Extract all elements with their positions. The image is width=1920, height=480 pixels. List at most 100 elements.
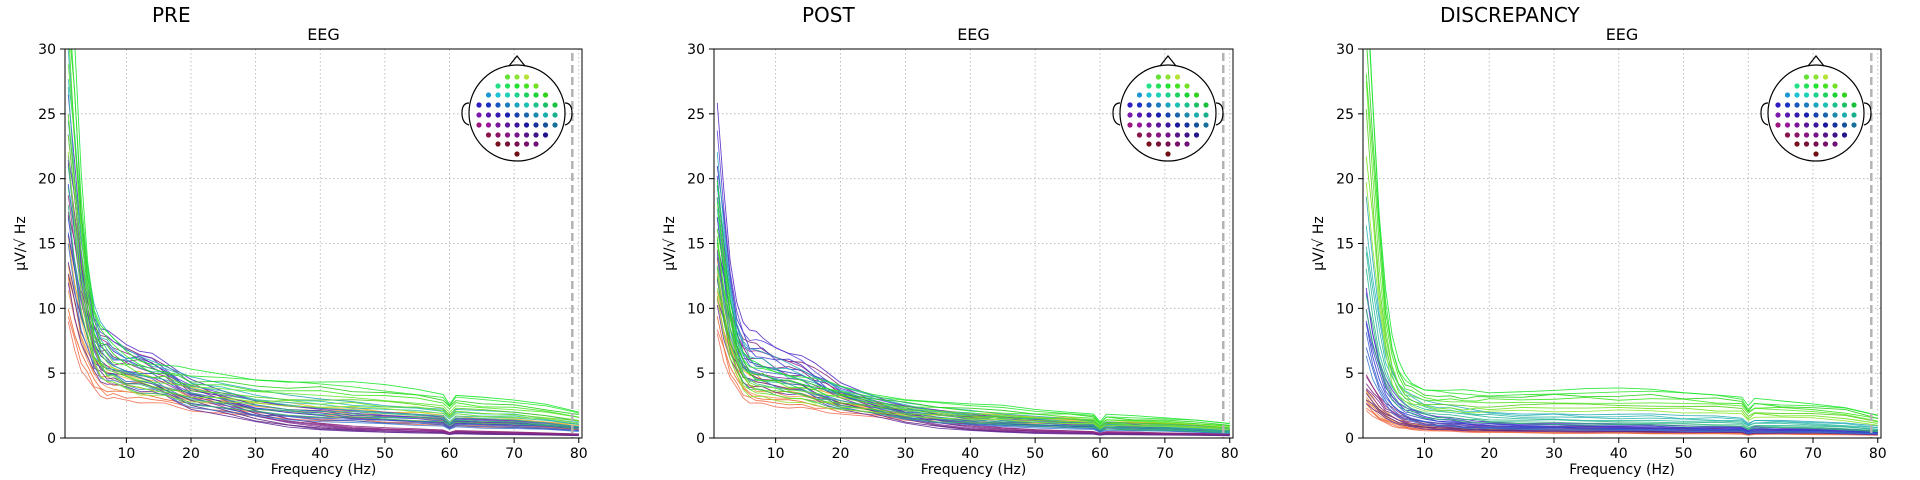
- sensor-dot: [1841, 92, 1848, 98]
- sensor-dot: [1136, 112, 1143, 118]
- nose-outline: [1159, 55, 1177, 67]
- series-line-teal: [1365, 225, 1878, 429]
- sensor-dot: [1127, 112, 1133, 118]
- sensor-topomap-inset: [461, 55, 573, 162]
- y-tick-label: 20: [38, 172, 56, 188]
- left-ear-outline: [1760, 102, 1769, 126]
- chart-panel-pre: PRE EEG 10 20 30 40 50 60 70 80 0 5 10 15 20 25 30 Freque…: [13, 3, 588, 478]
- x-tick-label: 60: [1739, 446, 1757, 462]
- x-tick-label: 70: [505, 446, 523, 462]
- panel-title: PRE: [152, 3, 191, 27]
- series-line-green: [716, 236, 1230, 427]
- x-axis-label: Frequency (Hz): [271, 462, 377, 478]
- sensor-dot: [1851, 112, 1857, 118]
- sensor-dot: [495, 83, 501, 89]
- series-line-green: [74, 49, 579, 413]
- series-lines: [1365, 49, 1878, 436]
- sensor-dot: [1832, 112, 1838, 118]
- sensor-dot: [1174, 74, 1181, 80]
- series-line-green: [1369, 49, 1878, 416]
- sensor-dot: [1174, 141, 1181, 147]
- sensor-dot: [1813, 74, 1819, 80]
- sensor-dot: [533, 122, 539, 128]
- sensor-dot: [1794, 122, 1800, 128]
- sensor-dot: [504, 92, 511, 98]
- y-tick-label: 10: [38, 301, 56, 317]
- sensor-dot: [1146, 132, 1152, 138]
- y-tick-label: 15: [687, 237, 705, 253]
- sensor-dot: [1165, 112, 1171, 118]
- sensor-dot: [1813, 83, 1819, 89]
- sensor-dot: [1146, 102, 1152, 108]
- sensor-dot: [1832, 92, 1838, 98]
- axes-title: EEG: [1606, 25, 1639, 44]
- sensor-dot: [1841, 112, 1848, 118]
- y-tick-label: 30: [1336, 42, 1354, 58]
- series-lines: [67, 49, 579, 437]
- series-line-blue: [1365, 292, 1878, 432]
- sensor-dot: [1146, 122, 1152, 128]
- y-tick-label: 15: [1336, 237, 1354, 253]
- y-tick-label: 5: [47, 366, 56, 382]
- x-tick-label: 30: [247, 446, 265, 462]
- y-tick-label: 25: [1336, 107, 1354, 123]
- sensor-dot: [523, 102, 530, 108]
- series-line-orange: [716, 291, 1230, 431]
- y-tick-label: 10: [1336, 301, 1354, 317]
- x-tick-label: 50: [1026, 446, 1044, 462]
- chart-panel-discrepancy: DISCREPANCY EEG 10 20 30 40 50 60 70 80 0 5 10 15 20 25…: [1311, 3, 1887, 478]
- sensor-dot: [552, 122, 558, 128]
- y-tick-label: 0: [696, 431, 705, 447]
- sensor-dot: [533, 83, 539, 89]
- sensor-dot: [1165, 74, 1171, 80]
- sensor-dot: [1155, 122, 1162, 128]
- sensor-dot: [1203, 122, 1209, 128]
- sensor-dot: [1794, 102, 1800, 108]
- series-line-teal: [716, 265, 1230, 432]
- sensor-dot: [1165, 102, 1171, 108]
- sensor-dot: [542, 92, 549, 98]
- sensor-dot: [1822, 92, 1829, 98]
- sensor-dot: [552, 112, 558, 118]
- series-line-green: [70, 49, 579, 415]
- series-line-teal: [716, 239, 1230, 432]
- sensor-dot: [1174, 102, 1181, 108]
- series-line-green: [716, 201, 1230, 424]
- panel-title: POST: [802, 3, 855, 27]
- sensor-dot: [533, 112, 539, 118]
- sensor-dot: [495, 122, 501, 128]
- sensor-dot: [1822, 112, 1829, 118]
- y-tick-label: 15: [38, 237, 56, 253]
- sensor-dot: [542, 132, 549, 138]
- x-tick-label: 50: [376, 446, 394, 462]
- series-line-blue: [67, 232, 579, 431]
- sensor-dot: [1203, 102, 1209, 108]
- y-axis-label: µV/√ Hz: [662, 216, 678, 270]
- sensor-dot: [485, 102, 492, 108]
- x-tick-label: 30: [1545, 446, 1563, 462]
- series-line-blue: [67, 243, 579, 433]
- sensor-dot: [1803, 83, 1810, 89]
- series-line-purple: [716, 279, 1230, 436]
- y-tick-label: 30: [687, 42, 705, 58]
- sensor-dot: [1165, 92, 1171, 98]
- sensor-dot: [514, 102, 520, 108]
- sensor-dot: [1193, 132, 1200, 138]
- y-tick-label: 25: [687, 107, 705, 123]
- series-line-green: [716, 228, 1230, 426]
- sensor-dot: [1155, 74, 1162, 80]
- sensor-dot: [1784, 102, 1791, 108]
- sensor-dot: [514, 151, 520, 157]
- x-tick-label: 10: [117, 446, 135, 462]
- x-tick-label: 20: [182, 446, 200, 462]
- series-line-blue: [1365, 355, 1878, 435]
- sensor-dot: [1174, 83, 1181, 89]
- sensor-dot: [1803, 122, 1810, 128]
- y-tick-label: 0: [1345, 431, 1354, 447]
- x-tick-label: 60: [441, 446, 459, 462]
- right-ear-outline: [1863, 102, 1872, 126]
- y-tick-label: 20: [1336, 172, 1354, 188]
- sensor-dot: [1822, 132, 1829, 138]
- sensor-dot: [504, 74, 511, 80]
